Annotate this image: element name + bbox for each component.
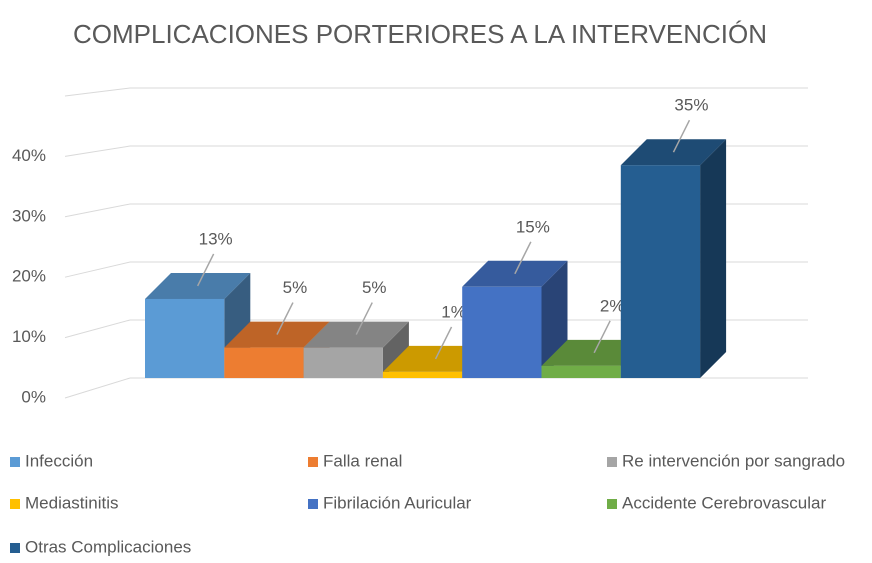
grid-line (64, 319, 131, 339)
legend-swatch (607, 457, 617, 467)
grid-line (64, 145, 131, 157)
data-label: 2% (600, 296, 625, 315)
data-label: 5% (283, 278, 308, 297)
bar (541, 365, 621, 378)
y-tick-label: 40% (12, 146, 46, 165)
bar (462, 286, 542, 378)
bar (620, 165, 701, 378)
leader-line (672, 119, 691, 153)
legend-swatch (308, 457, 318, 467)
wall-edge (64, 87, 131, 97)
bar (303, 347, 383, 378)
legend-label: Accidente Cerebrovascular (622, 493, 826, 512)
bar (145, 298, 225, 378)
legend-label: Fibrilación Auricular (323, 493, 472, 512)
grid-line (64, 203, 131, 218)
legend-swatch (10, 457, 20, 467)
legend-swatch (607, 499, 617, 509)
y-tick-label: 30% (12, 206, 46, 225)
leader-line (196, 253, 215, 287)
bar-top (620, 139, 727, 166)
y-tick-label: 0% (21, 387, 46, 406)
bar-side (382, 321, 409, 378)
leader-line (276, 302, 294, 335)
leader-line (593, 320, 611, 354)
data-label: 15% (516, 217, 550, 236)
bar (224, 347, 304, 378)
grid-line (64, 377, 131, 399)
legend-label: Falla renal (323, 451, 402, 470)
leader-line (434, 326, 453, 360)
legend-swatch (10, 499, 20, 509)
y-tick-label: 20% (12, 267, 46, 286)
data-label: 13% (199, 229, 233, 248)
bar (382, 371, 463, 378)
legend-swatch (308, 499, 318, 509)
legend-swatch (10, 543, 20, 553)
legend-label: Infección (25, 451, 93, 470)
leader-line (514, 241, 532, 275)
leader-line (355, 302, 373, 335)
legend-label: Re intervención por sangrado (622, 451, 845, 470)
y-tick-label: 10% (12, 327, 46, 346)
data-label: 1% (441, 302, 466, 321)
data-label: 35% (674, 96, 708, 115)
bar-side (700, 139, 727, 378)
grid-line (64, 261, 131, 278)
data-label: 5% (362, 278, 387, 297)
chart-title: COMPLICACIONES PORTERIORES A LA INTERVEN… (73, 19, 767, 49)
legend-label: Mediastinitis (25, 493, 119, 512)
legend-label: Otras Complicaciones (25, 537, 191, 556)
